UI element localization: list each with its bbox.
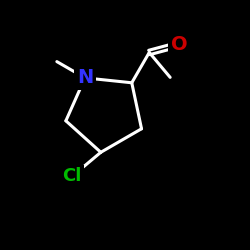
Text: O: O	[171, 35, 188, 54]
Text: Cl: Cl	[62, 168, 82, 186]
Text: N: N	[77, 68, 93, 87]
